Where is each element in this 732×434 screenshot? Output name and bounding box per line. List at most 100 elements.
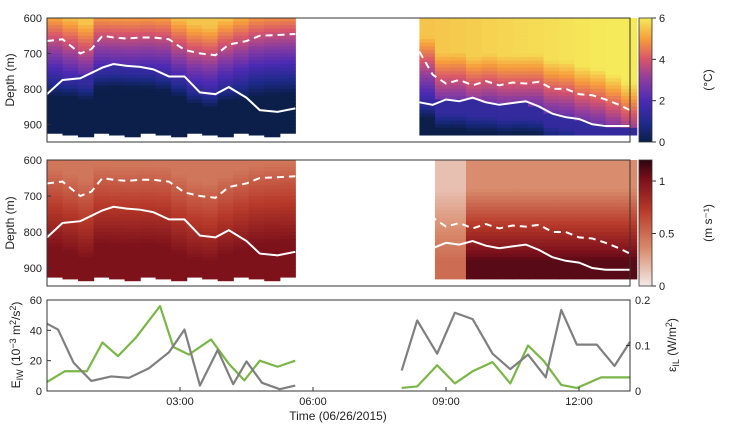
heatmap-cell — [248, 221, 265, 226]
heatmap-cell — [543, 250, 560, 255]
heatmap-cell — [434, 206, 452, 211]
heatmap-cell — [202, 120, 219, 125]
heatmap-cell — [47, 246, 64, 251]
heatmap-cell — [543, 275, 560, 280]
heatmap-cell — [78, 88, 95, 93]
heatmap-cell — [217, 246, 234, 251]
heatmap-cell — [78, 56, 95, 62]
heatmap-cell — [465, 127, 483, 132]
heatmap-cell — [574, 113, 591, 118]
heatmap-cell — [47, 275, 64, 278]
heatmap-cell — [233, 56, 250, 62]
heatmap-cell — [202, 88, 219, 93]
heatmap-cell — [559, 246, 576, 251]
heatmap-cell — [279, 92, 296, 97]
heatmap-cell — [279, 74, 296, 79]
heatmap-cell — [481, 81, 498, 86]
heatmap-cell — [543, 131, 560, 136]
heatmap-cell — [217, 127, 234, 132]
heatmap-cell — [155, 110, 172, 115]
heatmap-cell — [62, 264, 79, 269]
heatmap-cell — [512, 46, 529, 51]
heatmap-cell — [248, 217, 265, 222]
temperature-heatmap — [46, 18, 638, 138]
heatmap-cell — [93, 264, 110, 269]
heatmap-cell — [124, 60, 141, 65]
heatmap-cell — [233, 260, 250, 265]
heatmap-cell — [155, 232, 172, 237]
heatmap-cell — [248, 81, 265, 86]
heatmap-cell — [47, 188, 64, 193]
heatmap-cell — [140, 56, 157, 62]
heatmap-cell — [78, 21, 95, 26]
heatmap-cell — [78, 99, 95, 104]
heatmap-cell — [559, 74, 576, 79]
heatmap-cell — [574, 163, 591, 168]
heatmap-cell — [450, 174, 467, 179]
heatmap-cell — [512, 210, 529, 215]
heatmap-cell — [140, 78, 157, 83]
heatmap-cell — [465, 163, 483, 168]
heatmap-cell — [202, 203, 219, 208]
heatmap-cell — [202, 246, 219, 251]
heatmap-cell — [621, 28, 638, 33]
heatmap-cell — [93, 42, 110, 47]
heatmap-cell — [434, 113, 452, 118]
heatmap-cell — [434, 250, 452, 255]
heatmap-cell — [590, 206, 607, 211]
heatmap-cell — [419, 32, 436, 37]
heatmap-cell — [140, 228, 157, 233]
heatmap-cell — [47, 113, 64, 118]
heatmap-cell — [78, 167, 95, 172]
heatmap-cell — [140, 239, 157, 244]
heatmap-cell — [450, 268, 467, 273]
heatmap-cell — [217, 124, 234, 129]
heatmap-cell — [528, 35, 545, 40]
heatmap-cell — [47, 60, 64, 65]
heatmap-cell — [590, 192, 607, 197]
heatmap-cell — [186, 39, 203, 44]
heatmap-cell — [543, 120, 560, 125]
heatmap-cell — [512, 253, 529, 258]
heatmap-cell — [124, 42, 141, 47]
heatmap-cell — [233, 78, 250, 83]
heatmap-cell — [186, 28, 203, 33]
heatmap-cell — [171, 271, 188, 276]
heatmap-cell — [186, 253, 203, 258]
heatmap-cell — [171, 253, 188, 258]
heatmap-cell — [528, 185, 545, 190]
heatmap-cell — [140, 113, 157, 118]
heatmap-cell — [450, 85, 467, 90]
heatmap-cell — [109, 81, 126, 86]
heatmap-cell — [279, 127, 296, 132]
heatmap-cell — [62, 71, 79, 76]
heatmap-cell — [279, 214, 296, 219]
y-tick-label: 700 — [24, 191, 42, 203]
heatmap-cell — [450, 235, 467, 240]
heatmap-cell — [419, 53, 436, 58]
heatmap-cell — [543, 224, 560, 229]
heatmap-cell — [186, 88, 203, 93]
heatmap-cell — [434, 117, 452, 122]
colorbar-tick-label: 2 — [659, 96, 665, 108]
heatmap-cell — [62, 67, 79, 72]
heatmap-cell — [62, 242, 79, 247]
heatmap-cell — [124, 39, 141, 44]
heatmap-cell — [481, 224, 498, 229]
heatmap-cell — [248, 246, 265, 251]
heatmap-cell — [124, 21, 141, 26]
heatmap-cell — [605, 39, 622, 44]
x-tick-label: 03:00 — [166, 396, 194, 408]
heatmap-cell — [248, 206, 265, 211]
heatmap-cell — [590, 42, 607, 47]
heatmap-cell — [512, 88, 529, 93]
heatmap-cell — [233, 246, 250, 251]
heatmap-cell — [605, 110, 622, 115]
heatmap-cell — [419, 103, 436, 108]
heatmap-cell — [543, 99, 560, 104]
heatmap-cell — [202, 217, 219, 222]
heatmap-cell — [124, 224, 141, 229]
heatmap-cell — [62, 88, 79, 93]
heatmap-cell — [528, 192, 545, 197]
